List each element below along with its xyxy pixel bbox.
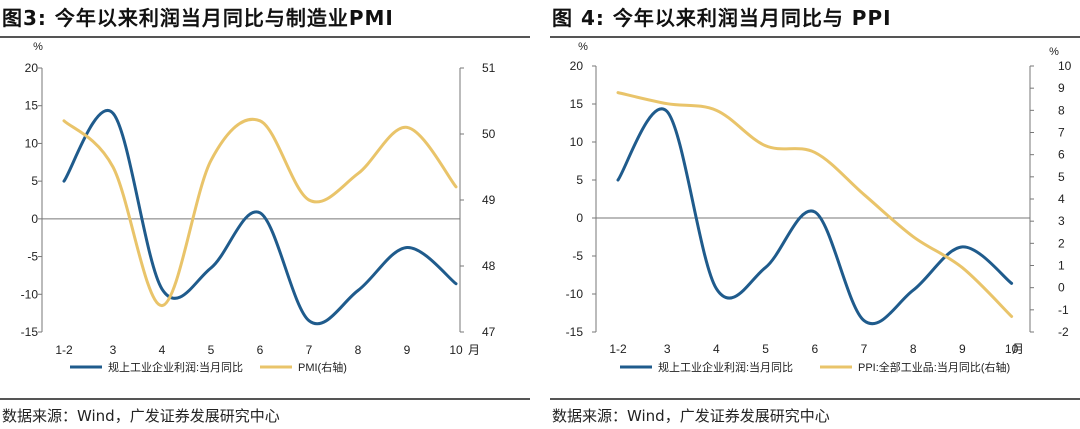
legend-label: PPI:全部工业品:当月同比(右轴) (858, 360, 1010, 374)
legend-label: 规上工业企业利润:当月同比 (658, 360, 793, 374)
left-tick-label: -15 (21, 325, 39, 339)
x-tick-label: 9 (959, 342, 966, 356)
chart-panel-right: 图 4: 今年以来利润当月同比与 PPI %% 20 15 10 5 0 -5 -10 -15 1… (550, 0, 1080, 429)
right-tick-label: 51 (482, 61, 496, 75)
x-tick-label: 6 (257, 343, 264, 357)
right-tick-label: 6 (1058, 148, 1065, 162)
data-source-note: 数据来源：Wind，广发证券发展研究中心 (2, 407, 280, 425)
x-tick-label: 6 (811, 342, 818, 356)
left-tick-label: -10 (21, 287, 39, 301)
right-tick-label: 7 (1058, 126, 1065, 140)
legend-label: PMI(右轴) (298, 360, 347, 374)
right-tick-label: 48 (482, 259, 496, 273)
series-line-1 (62, 109, 458, 326)
left-tick-label: -5 (27, 250, 38, 264)
x-tick-label: 10 (1005, 342, 1019, 356)
left-tick-label: 10 (25, 136, 39, 150)
right-tick-label: -2 (1058, 325, 1069, 339)
left-tick-label: 5 (576, 173, 583, 187)
right-tick-label: 5 (1058, 170, 1065, 184)
left-tick-label: 0 (576, 211, 583, 225)
right-tick-label: 3 (1058, 214, 1065, 228)
right-tick-label: 49 (482, 193, 496, 207)
left-axis-unit: % (578, 41, 588, 53)
left-tick-label: 0 (31, 212, 38, 226)
series-line-2 (616, 91, 1014, 318)
right-tick-label: 47 (482, 325, 496, 339)
right-tick-label: 1 (1058, 259, 1065, 273)
legend-label: 规上工业企业利润:当月同比 (108, 360, 243, 374)
chart-panel-left: 图3: 今年以来利润当月同比与制造业PMI % 20 15 10 5 0 -5 -10 -15 5… (0, 0, 530, 429)
x-tick-label: 9 (404, 343, 411, 357)
x-tick-label: 3 (110, 343, 117, 357)
left-axis-unit: % (33, 41, 43, 53)
x-tick-label: 3 (664, 342, 671, 356)
right-axis-unit: % (1049, 46, 1059, 58)
right-tick-label: 4 (1058, 192, 1065, 206)
x-axis-unit: 月 (1012, 342, 1024, 356)
x-tick-label: 5 (762, 342, 769, 356)
left-tick-label: 10 (570, 135, 584, 149)
chart-title: 图3: 今年以来利润当月同比与制造业PMI (2, 6, 394, 30)
left-tick-label: -15 (566, 325, 584, 339)
left-tick-label: 5 (31, 174, 38, 188)
data-source-note: 数据来源：Wind，广发证券发展研究中心 (552, 407, 830, 425)
left-tick-label: 15 (25, 99, 39, 113)
x-tick-label: 7 (861, 342, 868, 356)
chart-title: 图 4: 今年以来利润当月同比与 PPI (552, 6, 892, 30)
x-tick-label: 8 (355, 343, 362, 357)
x-tick-label: 7 (306, 343, 313, 357)
right-tick-label: 2 (1058, 236, 1065, 250)
right-tick-label: 50 (482, 127, 496, 141)
title-rule (0, 36, 530, 38)
right-tick-label: 9 (1058, 81, 1065, 95)
left-tick-label: -5 (572, 249, 583, 263)
series-line-1 (616, 107, 1014, 325)
left-tick-label: -10 (566, 287, 584, 301)
series-line-2 (62, 117, 458, 308)
left-tick-label: 15 (570, 97, 584, 111)
right-tick-label: 0 (1058, 281, 1065, 295)
left-tick-label: 20 (570, 59, 584, 73)
right-tick-label: -1 (1058, 303, 1069, 317)
right-tick-label: 10 (1058, 59, 1072, 73)
x-tick-label: 4 (159, 343, 166, 357)
x-axis-unit: 月 (468, 343, 480, 357)
source-rule (0, 398, 530, 400)
right-tick-label: 8 (1058, 103, 1065, 117)
x-tick-label: 8 (910, 342, 917, 356)
x-tick-label: 4 (713, 342, 720, 356)
x-tick-label: 1-2 (609, 342, 627, 356)
left-tick-label: 20 (25, 61, 39, 75)
x-tick-label: 5 (208, 343, 215, 357)
x-tick-label: 1-2 (55, 343, 73, 357)
x-tick-label: 10 (449, 343, 463, 357)
title-rule (550, 36, 1080, 38)
source-rule (550, 398, 1080, 400)
